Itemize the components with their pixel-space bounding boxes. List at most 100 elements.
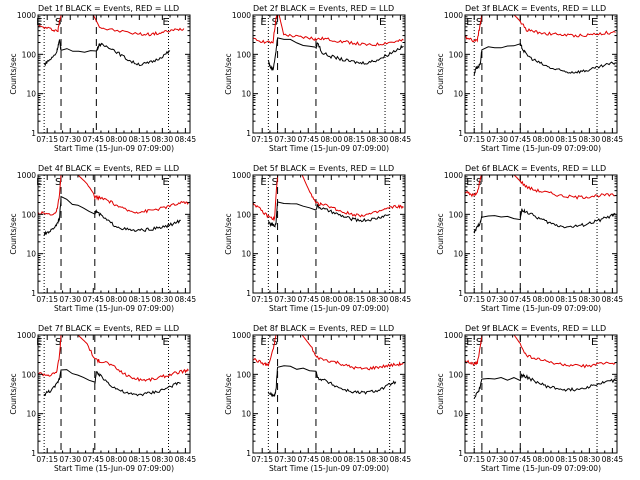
y-tick-label: 10 (26, 90, 36, 99)
x-tick-label: 07:30 (59, 455, 81, 464)
y-tick-label: 100 (449, 210, 464, 219)
x-axis-label: Start Time (15-Jun-09 07:09:00) (269, 304, 389, 313)
x-axis-label: Start Time (15-Jun-09 07:09:00) (269, 144, 389, 153)
x-tick-label: 08:30 (367, 295, 389, 304)
x-tick-label: 08:00 (105, 295, 127, 304)
y-tick-label: 1000 (232, 171, 251, 180)
plot-frame (252, 334, 406, 454)
y-tick-label: 100 (22, 370, 37, 379)
panel-title: Det 1f BLACK = Events, RED = LLD (38, 4, 179, 13)
x-tick-label: 08:00 (320, 455, 342, 464)
x-tick-label: 07:45 (82, 295, 104, 304)
x-tick-label: 08:30 (579, 455, 601, 464)
y-axis-label: Counts/sec (224, 213, 233, 254)
detector-panel-1: Det 1f BLACK = Events, RED = LLD E S E 1 10 10… (9, 4, 196, 153)
x-tick-label: 07:45 (297, 455, 319, 464)
x-tick-label: 07:30 (274, 455, 296, 464)
x-tick-label: 07:45 (297, 135, 319, 144)
panel-title: Det 2f BLACK = Events, RED = LLD (253, 4, 394, 13)
marker-letter: E (260, 177, 266, 188)
x-tick-label: 07:30 (486, 135, 508, 144)
series-lld (38, 335, 189, 383)
y-tick-label: 1 (458, 129, 463, 138)
panel-title: Det 7f BLACK = Events, RED = LLD (38, 324, 179, 333)
series-events (43, 39, 171, 67)
marker-letter: E (260, 337, 266, 348)
y-tick-label: 10 (453, 250, 463, 259)
y-tick-label: 1000 (444, 331, 463, 340)
y-axis-label: Counts/sec (436, 213, 445, 254)
x-tick-label: 08:15 (556, 455, 578, 464)
y-tick-label: 10 (453, 90, 463, 99)
series-events (267, 201, 390, 228)
x-axis-label: Start Time (15-Jun-09 07:09:00) (481, 144, 601, 153)
x-tick-label: 07:30 (486, 295, 508, 304)
x-tick-label: 07:45 (509, 135, 531, 144)
y-tick-label: 10 (241, 250, 251, 259)
x-tick-label: 08:30 (152, 295, 174, 304)
x-axis-label: Start Time (15-Jun-09 07:09:00) (54, 144, 174, 153)
series-lld (253, 175, 404, 222)
x-tick-label: 07:45 (509, 455, 531, 464)
series-lld (253, 15, 404, 47)
x-tick-label: 08:15 (129, 295, 151, 304)
x-tick-label: 07:45 (82, 455, 104, 464)
marker-letter: E (379, 17, 385, 28)
x-tick-label: 08:00 (532, 135, 554, 144)
marker-letter: E (591, 17, 597, 28)
x-tick-label: 08:45 (175, 455, 197, 464)
x-tick-label: 08:45 (602, 455, 624, 464)
plot-frame (37, 174, 191, 294)
y-tick-label: 1000 (444, 11, 463, 20)
y-tick-label: 10 (453, 410, 463, 419)
x-tick-label: 08:30 (152, 455, 174, 464)
x-tick-label: 08:15 (344, 295, 366, 304)
x-tick-label: 07:15 (251, 455, 273, 464)
x-tick-label: 08:00 (105, 135, 127, 144)
marker-letter: E (466, 337, 472, 348)
marker-letter: S (272, 177, 278, 188)
marker-letter: E (36, 337, 42, 348)
series-lld (465, 335, 616, 369)
panel-title: Det 9f BLACK = Events, RED = LLD (465, 324, 606, 333)
x-tick-label: 08:45 (602, 295, 624, 304)
y-tick-label: 1 (246, 289, 251, 298)
x-tick-label: 08:30 (367, 455, 389, 464)
y-tick-label: 100 (22, 50, 37, 59)
x-tick-label: 08:00 (105, 455, 127, 464)
x-tick-label: 07:15 (36, 295, 58, 304)
marker-letter: S (272, 17, 278, 28)
marker-letter: E (260, 17, 266, 28)
panel-title: Det 6f BLACK = Events, RED = LLD (465, 164, 606, 173)
series-lld (38, 175, 189, 216)
x-tick-label: 08:00 (532, 295, 554, 304)
y-tick-label: 100 (237, 210, 252, 219)
marker-letter: S (476, 337, 482, 348)
x-tick-label: 07:45 (509, 295, 531, 304)
marker-letter: S (476, 17, 482, 28)
marker-letter: E (36, 17, 42, 28)
plot-frame (464, 14, 618, 134)
y-axis-label: Counts/sec (436, 373, 445, 414)
plot-frame (37, 14, 191, 134)
x-tick-label: 07:45 (82, 135, 104, 144)
series-lld (253, 335, 404, 371)
marker-letter: E (163, 17, 169, 28)
x-tick-label: 08:45 (175, 135, 197, 144)
x-tick-label: 07:30 (274, 135, 296, 144)
plot-frame (252, 14, 406, 134)
x-axis-label: Start Time (15-Jun-09 07:09:00) (54, 304, 174, 313)
series-lld (465, 175, 616, 200)
x-tick-label: 08:15 (129, 455, 151, 464)
x-tick-label: 07:15 (251, 135, 273, 144)
x-tick-label: 07:30 (486, 455, 508, 464)
panel-title: Det 4f BLACK = Events, RED = LLD (38, 164, 179, 173)
marker-letter: S (55, 17, 61, 28)
x-axis-label: Start Time (15-Jun-09 07:09:00) (481, 304, 601, 313)
